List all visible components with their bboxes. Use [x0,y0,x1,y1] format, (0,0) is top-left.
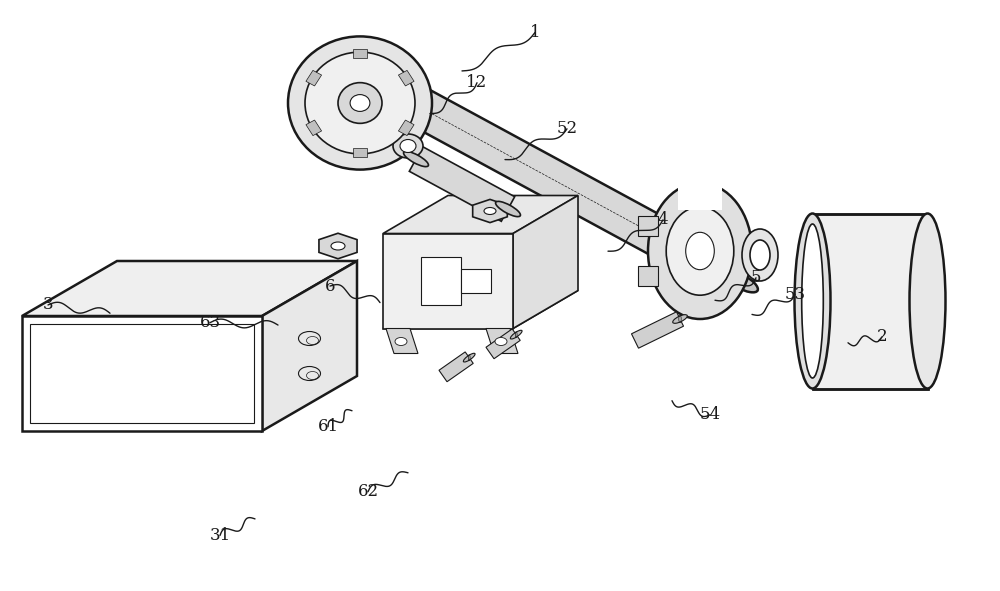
Ellipse shape [288,37,432,170]
Polygon shape [386,329,418,353]
Polygon shape [306,120,322,135]
Ellipse shape [331,242,345,250]
Ellipse shape [910,213,946,388]
Polygon shape [380,73,750,298]
Polygon shape [473,199,507,223]
Text: 31: 31 [209,527,231,544]
Ellipse shape [393,134,423,158]
Ellipse shape [648,183,752,319]
Ellipse shape [802,224,823,378]
Text: 53: 53 [784,286,806,303]
Ellipse shape [338,83,382,124]
Text: 1: 1 [530,24,540,41]
Ellipse shape [666,207,734,295]
Polygon shape [353,148,367,157]
Ellipse shape [686,232,714,269]
Polygon shape [22,316,262,431]
Text: 3: 3 [43,297,53,313]
Text: 62: 62 [357,483,379,500]
Ellipse shape [495,337,507,346]
Ellipse shape [404,151,428,167]
Text: 4: 4 [658,212,668,228]
Ellipse shape [305,52,415,154]
Text: 61: 61 [317,418,339,435]
Polygon shape [638,266,658,286]
Polygon shape [513,196,578,329]
Text: 5: 5 [751,269,761,286]
Polygon shape [638,216,658,236]
Text: 63: 63 [199,314,221,331]
Polygon shape [678,173,722,210]
Polygon shape [439,352,473,382]
Polygon shape [262,261,357,431]
Polygon shape [353,48,367,58]
Ellipse shape [496,202,520,217]
Ellipse shape [463,353,475,362]
Polygon shape [306,70,322,86]
Polygon shape [22,261,357,316]
Text: 6: 6 [325,278,335,294]
Ellipse shape [372,80,408,102]
Polygon shape [486,329,520,359]
Ellipse shape [742,229,778,281]
Text: 12: 12 [466,74,488,91]
Ellipse shape [510,330,522,339]
Ellipse shape [395,337,407,346]
Polygon shape [383,233,513,329]
Polygon shape [398,120,414,135]
Polygon shape [398,70,414,86]
Polygon shape [486,329,518,353]
Polygon shape [631,312,684,348]
Text: 52: 52 [556,121,578,137]
Ellipse shape [750,240,770,270]
Polygon shape [383,196,578,233]
Polygon shape [383,291,578,329]
Polygon shape [420,257,460,305]
Polygon shape [319,233,357,259]
Text: 2: 2 [877,329,887,345]
Ellipse shape [400,139,416,152]
Ellipse shape [350,95,370,112]
Ellipse shape [484,207,496,215]
Ellipse shape [722,269,758,293]
Polygon shape [409,147,515,221]
Polygon shape [460,269,490,293]
Ellipse shape [673,314,687,323]
Text: 54: 54 [699,407,721,423]
Polygon shape [812,213,928,388]
Ellipse shape [794,213,830,388]
